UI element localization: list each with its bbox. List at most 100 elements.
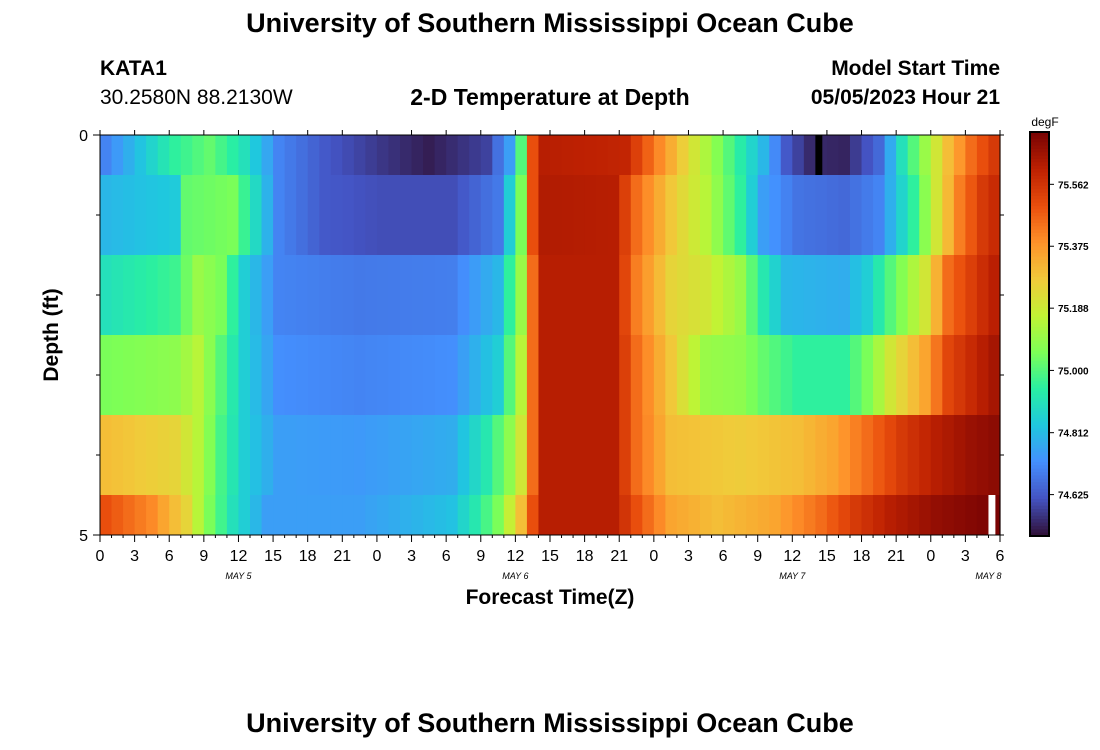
- colorbar-band: [1030, 495, 1049, 500]
- missing-cell: [988, 495, 996, 535]
- heatmap-cell: [792, 135, 805, 175]
- heatmap-cell: [642, 415, 655, 495]
- heatmap-cell: [203, 135, 216, 175]
- heatmap-cell: [826, 415, 840, 495]
- heatmap-cell: [976, 335, 990, 415]
- heatmap-cell: [400, 255, 413, 335]
- heatmap-cell: [930, 255, 943, 335]
- colorbar-band: [1030, 300, 1049, 305]
- heatmap-cell: [838, 415, 851, 495]
- heatmap-cell: [734, 415, 747, 495]
- heatmap-cell: [792, 415, 805, 495]
- heatmap-cell: [919, 415, 932, 495]
- colorbar-band: [1030, 428, 1049, 433]
- colorbar-band: [1030, 431, 1049, 436]
- heatmap-cell: [896, 335, 909, 415]
- x-tick-label: 21: [333, 548, 351, 565]
- heatmap-cell: [388, 175, 401, 255]
- heatmap-cell: [550, 255, 563, 335]
- heatmap-cell: [896, 135, 909, 175]
- heatmap-cell: [780, 495, 793, 535]
- heatmap-cell: [850, 495, 863, 535]
- heatmap-cell: [526, 255, 540, 335]
- heatmap-cell: [307, 495, 320, 535]
- heatmap-cell: [515, 135, 528, 175]
- heatmap-cell: [665, 495, 678, 535]
- heatmap-cell: [838, 175, 851, 255]
- colorbar-band: [1030, 485, 1049, 490]
- heatmap-cell: [538, 335, 551, 415]
- heatmap-cell: [515, 255, 528, 335]
- x-axis-label: Forecast Time(Z): [466, 586, 635, 609]
- heatmap-cell: [423, 415, 436, 495]
- heatmap-cell: [953, 415, 966, 495]
- colorbar-band: [1030, 270, 1049, 275]
- heatmap-cell: [665, 135, 678, 175]
- heatmap-cell: [746, 415, 759, 495]
- colorbar-band: [1030, 374, 1049, 379]
- heatmap-cell: [376, 175, 390, 255]
- heatmap-cell: [446, 495, 459, 535]
- colorbar-band: [1030, 138, 1049, 143]
- x-tick-label: 6: [442, 548, 451, 565]
- colorbar-band: [1030, 172, 1049, 177]
- heatmap-cell: [665, 175, 678, 255]
- heatmap-cell: [400, 175, 413, 255]
- heatmap-cell: [446, 135, 459, 175]
- heatmap-cell: [319, 255, 332, 335]
- heatmap-cell: [861, 335, 874, 415]
- colorbar-band: [1030, 132, 1049, 137]
- heatmap-cell: [596, 495, 609, 535]
- heatmap-cell: [365, 335, 378, 415]
- heatmap-cell: [665, 255, 678, 335]
- colorbar-tick-label: 74.625: [1058, 491, 1089, 502]
- heatmap-cell: [907, 175, 920, 255]
- heatmap-cell: [146, 255, 159, 335]
- heatmap-cell: [919, 175, 932, 255]
- heatmap-cell: [273, 415, 286, 495]
- heatmap-cell: [180, 495, 193, 535]
- heatmap-cell: [261, 135, 274, 175]
- heatmap-cell: [573, 335, 586, 415]
- heatmap-cell: [261, 415, 274, 495]
- heatmap-cell: [896, 255, 909, 335]
- heatmap-cell: [192, 135, 205, 175]
- colorbar-band: [1030, 482, 1049, 487]
- heatmap-cell: [873, 335, 886, 415]
- heatmap-cell: [261, 255, 274, 335]
- colorbar-band: [1030, 280, 1049, 285]
- heatmap-cell: [273, 255, 286, 335]
- heatmap-cell: [919, 495, 932, 535]
- heatmap-cell: [942, 255, 955, 335]
- colorbar-ticks: 75.562 75.375 75.188 75.000 74.812 74.625: [1049, 180, 1089, 502]
- heatmap-cell: [619, 335, 632, 415]
- heatmap-cell: [123, 135, 136, 175]
- heatmap-cell: [873, 175, 886, 255]
- colorbar-band: [1030, 256, 1049, 261]
- heatmap-cell: [988, 255, 1001, 335]
- colorbar-band: [1030, 155, 1049, 160]
- heatmap-cell: [307, 415, 320, 495]
- heatmap-cell: [734, 135, 747, 175]
- colorbar-band: [1030, 347, 1049, 352]
- heatmap-cell: [815, 175, 828, 255]
- heatmap-cell: [169, 335, 182, 415]
- colorbar-band: [1030, 185, 1049, 191]
- colorbar-band: [1030, 286, 1049, 292]
- colorbar-band: [1030, 360, 1049, 366]
- heatmap-cell: [723, 135, 736, 175]
- heatmap-cell: [780, 415, 793, 495]
- heatmap-cell: [250, 255, 263, 335]
- colorbar-band: [1030, 492, 1049, 497]
- colorbar-band: [1030, 498, 1049, 504]
- heatmap-cell: [965, 255, 978, 335]
- heatmap-cell: [653, 495, 666, 535]
- heatmap-cell: [169, 135, 182, 175]
- heatmap-cell: [342, 335, 355, 415]
- heatmap-cell: [573, 495, 586, 535]
- heatmap-cell: [492, 135, 505, 175]
- colorbar-band: [1030, 296, 1049, 302]
- heatmap-cell: [423, 335, 436, 415]
- colorbar-band: [1030, 505, 1049, 510]
- heatmap-cell: [376, 495, 390, 535]
